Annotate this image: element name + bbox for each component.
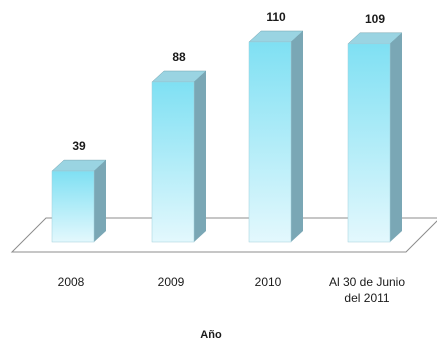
x-tick-label: 2008	[58, 275, 85, 289]
data-label: 39	[72, 139, 86, 153]
floor-plane	[10, 217, 437, 253]
bar-side-face	[94, 160, 106, 242]
x-axis-title: Año	[200, 329, 222, 341]
x-tick-label: 2009	[158, 275, 185, 289]
data-label: 109	[365, 12, 385, 26]
bars	[51, 30, 403, 243]
bar	[151, 70, 207, 243]
data-label: 110	[266, 10, 286, 24]
chart-floor	[10, 217, 437, 253]
bar	[347, 32, 403, 243]
bar-front-face	[151, 81, 195, 243]
bar	[248, 30, 304, 243]
x-tick-label: Al 30 de Junio del 2011	[329, 275, 405, 305]
value-labels: 39 88 110 109	[72, 10, 385, 153]
bar-side-face	[390, 32, 402, 243]
x-tick-label: 2010	[255, 275, 282, 289]
bar-front-face	[347, 43, 391, 243]
x-tick-labels: 2008 2009 2010 Al 30 de Junio del 2011	[58, 275, 406, 305]
data-label: 88	[172, 50, 186, 64]
bar-front-face	[248, 41, 292, 243]
bar-side-face	[291, 31, 303, 242]
bar-side-face	[194, 71, 206, 242]
bar-front-face	[51, 170, 95, 243]
bar	[51, 159, 107, 243]
